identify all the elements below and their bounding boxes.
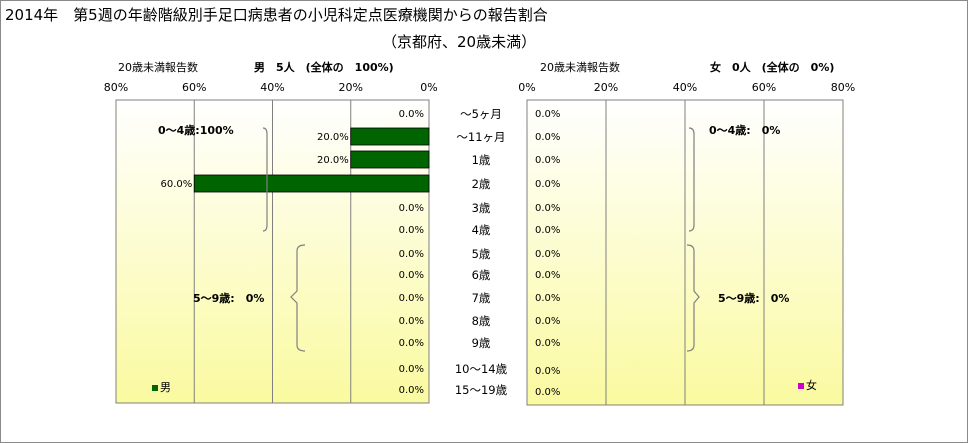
female-header-label: 20歳未満報告数 <box>540 61 620 74</box>
female-value-label: 0.0% <box>535 366 560 377</box>
female-group-bracket-0-4 <box>688 127 695 232</box>
male-group-label-0-4: 0～4歳:100% <box>158 123 234 137</box>
male-chart: 20歳未満報告数 男 5人 (全体の 100%) 80% 60% 40% 20% 0% … <box>104 60 438 404</box>
male-value-label: 20.0% <box>317 155 349 166</box>
female-value-label: 0.0% <box>535 225 560 236</box>
male-axis-ticks: 80% 60% 40% 20% 0% <box>104 81 438 94</box>
chart-subtitle: （京都府、20歳未満） <box>382 33 536 51</box>
male-legend-swatch <box>152 385 158 391</box>
female-value-labels: 0.0% 0.0% 0.0% 0.0% 0.0% 0.0% 0.0% 0.0% 0.0% 0.0%… <box>535 109 560 398</box>
female-value-label: 0.0% <box>535 387 560 398</box>
female-group-label-0-4: 0～4歳: 0% <box>709 123 780 137</box>
male-group-label-5-9: 5～9歳: 0% <box>193 291 264 305</box>
male-bar <box>193 174 430 193</box>
female-value-label: 0.0% <box>535 270 560 281</box>
male-header-count: 男 5人 (全体の 100%) <box>254 60 394 74</box>
age-category-label: 2歳 <box>472 177 491 191</box>
male-value-label: 0.0% <box>399 225 424 236</box>
male-bar <box>350 127 430 146</box>
age-category-label: 10～14歳 <box>455 362 508 376</box>
male-value-label: 0.0% <box>399 364 424 375</box>
female-tick-label: 20% <box>594 81 618 94</box>
male-tick-label: 0% <box>420 81 437 94</box>
female-header-count: 女 0人 (全体の 0%) <box>710 60 834 74</box>
female-value-label: 0.0% <box>535 155 560 166</box>
male-value-label: 0.0% <box>399 385 424 396</box>
age-category-label: 8歳 <box>472 314 491 328</box>
age-category-label: 15～19歳 <box>455 383 508 397</box>
female-gridlines <box>605 100 765 405</box>
age-category-label: 1歳 <box>472 153 491 167</box>
male-legend-label: 男 <box>160 381 171 394</box>
age-category-label: 5歳 <box>472 247 491 261</box>
female-value-label: 0.0% <box>535 316 560 327</box>
male-group-bracket-5-9 <box>290 244 306 352</box>
female-value-label: 0.0% <box>535 109 560 120</box>
male-tick-label: 60% <box>182 81 206 94</box>
female-value-label: 0.0% <box>535 203 560 214</box>
male-value-label: 0.0% <box>399 270 424 281</box>
male-value-label: 0.0% <box>399 249 424 260</box>
age-category-label: 3歳 <box>472 201 491 215</box>
chart-title: 2014年 第5週の年齢階級別手足口病患者の小児科定点医療機関からの報告割合 <box>5 6 548 24</box>
female-group-bracket-5-9 <box>686 244 700 352</box>
male-value-label: 20.0% <box>317 132 349 143</box>
female-chart: 20歳未満報告数 女 0人 (全体の 0%) 0% 20% 40% 60% 80% 0.… <box>518 60 855 406</box>
male-tick-label: 20% <box>339 81 363 94</box>
female-tick-label: 0% <box>518 81 535 94</box>
female-value-label: 0.0% <box>535 132 560 143</box>
male-tick-label: 40% <box>260 81 284 94</box>
female-axis-ticks: 0% 20% 40% 60% 80% <box>518 81 855 94</box>
female-tick-label: 80% <box>831 81 855 94</box>
female-value-label: 0.0% <box>535 338 560 349</box>
age-category-label: 4歳 <box>472 223 491 237</box>
male-tick-label: 80% <box>104 81 128 94</box>
female-group-label-5-9: 5～9歳: 0% <box>718 291 789 305</box>
male-value-label: 0.0% <box>399 293 424 304</box>
female-legend-label: 女 <box>806 378 817 392</box>
male-header-label: 20歳未満報告数 <box>118 61 198 74</box>
male-group-bracket-0-4 <box>262 127 268 232</box>
female-value-label: 0.0% <box>535 249 560 260</box>
male-bar <box>350 150 430 169</box>
age-category-label: 9歳 <box>472 336 491 350</box>
female-value-label: 0.0% <box>535 293 560 304</box>
female-legend-swatch <box>798 383 804 389</box>
age-category-label: ～11ヶ月 <box>456 130 505 144</box>
male-gridlines <box>193 100 352 403</box>
female-value-label: 0.0% <box>535 179 560 190</box>
male-value-labels: 0.0% 20.0% 20.0% 60.0% 0.0% 0.0% 0.0% 0.0% 0.0% 0… <box>160 109 424 396</box>
male-value-label: 0.0% <box>399 109 424 120</box>
female-tick-label: 60% <box>752 81 776 94</box>
male-bars <box>193 127 430 193</box>
female-tick-label: 40% <box>673 81 697 94</box>
male-value-label: 0.0% <box>399 316 424 327</box>
male-value-label: 0.0% <box>399 203 424 214</box>
male-value-label: 60.0% <box>160 179 192 190</box>
age-category-label: 6歳 <box>472 268 491 282</box>
male-value-label: 0.0% <box>399 338 424 349</box>
age-category-labels: ～5ヶ月 ～11ヶ月 1歳 2歳 3歳 4歳 5歳 6歳 7歳 8歳 9歳 10～14歳 15～19歳 <box>455 107 508 397</box>
age-category-label: ～5ヶ月 <box>460 107 502 121</box>
age-category-label: 7歳 <box>472 291 491 305</box>
